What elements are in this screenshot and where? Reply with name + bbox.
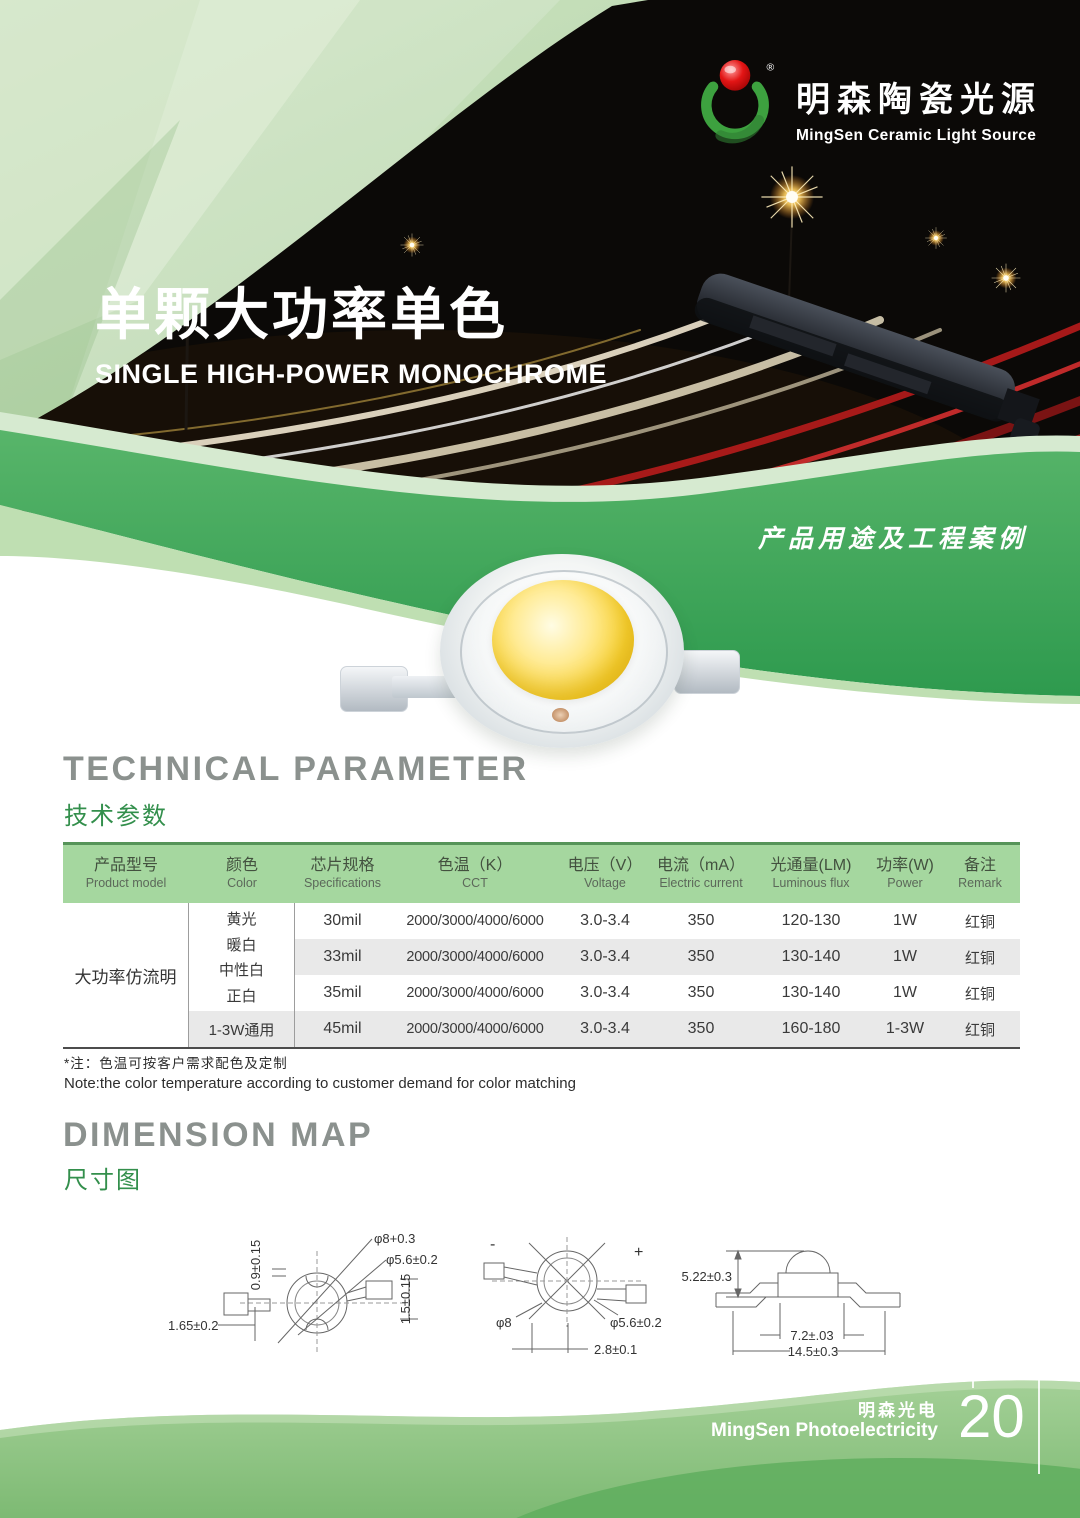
dimension-figure-top-view-2: - + φ8 φ5.6±0.2 2.8±0.1 [483, 1236, 662, 1357]
col-header-voltage: 电压（V） Voltage [567, 857, 643, 891]
footer-company-cn: 明森光电 [858, 1401, 938, 1420]
col-header-remark: 备注 Remark [958, 857, 1002, 891]
color-pure-white: 正白 [226, 988, 257, 1006]
table-cell: 350 [687, 912, 715, 929]
table-cell: 3.0-3.4 [580, 912, 630, 929]
color-neutral-white: 中性白 [218, 962, 264, 980]
table-cell: 33mil [295, 939, 390, 975]
note-cn: *注：色温可按客户需求配色及定制 [64, 1056, 288, 1071]
dimension-map-heading-cn: 尺寸图 [64, 1167, 142, 1194]
svg-text:φ5.6±0.2: φ5.6±0.2 [610, 1315, 662, 1330]
page-title-en: SINGLE HIGH-POWER MONOCHROME [95, 359, 607, 389]
led-phosphor-dome [492, 580, 634, 700]
table-cell: 1W [893, 984, 917, 1001]
table-cell: 2000/3000/4000/6000 [406, 913, 544, 929]
col-header-specifications: 芯片规格 Specifications [303, 857, 382, 891]
table-cell: 3.0-3.4 [560, 1011, 650, 1047]
logo-name-cn: 明森陶瓷光源 [796, 81, 1042, 119]
table-cell: 35mil [323, 984, 362, 1001]
table-cell: 45mil [295, 1011, 390, 1047]
cell-product-model: 大功率仿流明 [63, 903, 189, 1047]
table-cell: 红铜 [940, 1011, 1020, 1047]
col-header-cct: 色温（K） CCT [437, 857, 513, 891]
col-header-color: 颜色 Color [225, 857, 258, 891]
table-header-row: 产品型号 Product model 颜色 Color 芯片规格 Specificat… [63, 842, 1020, 903]
led-product-photo [340, 548, 740, 753]
dimension-figure-top-view-1: φ8+0.3 φ5.6±0.2 0.9±0.15 1.65±0.2 1.5±0.… [168, 1231, 438, 1355]
table-cell: 3.0-3.4 [580, 984, 630, 1001]
technical-parameter-heading-en: TECHNICAL PARAMETER [63, 750, 529, 788]
svg-text:+: + [634, 1244, 643, 1261]
banner-text: 产品用途及工程案例 [758, 525, 1029, 553]
page-number: 20 [958, 1383, 1025, 1450]
page-title: 单颗大功率单色 SINGLE HIGH-POWER MONOCHROME [95, 270, 607, 390]
color-yellow: 黄光 [226, 910, 257, 928]
svg-text:φ8+0.3: φ8+0.3 [374, 1231, 415, 1246]
dimension-figure-side-view: 5.22±0.3 7.2±.03 14.5±0.3 [681, 1249, 901, 1359]
table-cell: 3.0-3.4 [560, 939, 650, 975]
dimension-drawings: φ8+0.3 φ5.6±0.2 0.9±0.15 1.65±0.2 1.5±0.… [168, 1231, 901, 1359]
svg-text:5.22±0.3: 5.22±0.3 [681, 1269, 732, 1284]
note-en: Note:the color temperature according to … [64, 1075, 576, 1092]
svg-text:φ8: φ8 [496, 1315, 512, 1330]
page-title-cn: 单颗大功率单色 [95, 283, 508, 346]
col-header-product-model: 产品型号 Product model [85, 857, 167, 891]
table-cell: 2000/3000/4000/6000 [406, 985, 544, 1001]
svg-text:1.5±0.15: 1.5±0.15 [398, 1274, 413, 1325]
table-cell: 1-3W [870, 1011, 940, 1047]
svg-text:φ5.6±0.2: φ5.6±0.2 [386, 1252, 438, 1267]
svg-text:2.8±0.1: 2.8±0.1 [594, 1342, 637, 1357]
table-cell: 130-140 [752, 939, 870, 975]
table-cell: 2000/3000/4000/6000 [390, 1011, 560, 1047]
led-right-tab [674, 650, 740, 694]
table-cell: 130-140 [781, 984, 841, 1001]
color-warm-white: 暖白 [226, 936, 257, 954]
svg-text:14.5±0.3: 14.5±0.3 [788, 1344, 839, 1359]
table-cell: 350 [650, 939, 752, 975]
table-cell: 1W [893, 912, 917, 929]
svg-text:1.65±0.2: 1.65±0.2 [168, 1318, 219, 1333]
col-header-current: 电流（mA） Electric current [656, 857, 745, 891]
brand-logo: ® 明森陶瓷光源 MingSen Ceramic Light Source [692, 56, 1042, 152]
technical-parameter-heading-cn: 技术参数 [64, 803, 168, 830]
page-number-tick-right [1038, 1378, 1040, 1474]
table-cell: 30mil [323, 912, 362, 929]
table-cell: 120-130 [781, 912, 841, 929]
table-note: *注：色温可按客户需求配色及定制 Note:the color temperat… [64, 1052, 576, 1092]
table-cell: 160-180 [752, 1011, 870, 1047]
svg-text:7.2±.03: 7.2±.03 [790, 1328, 833, 1343]
table-cell: 350 [650, 1011, 752, 1047]
col-header-luminous-flux: 光通量(LM) Luminous flux [770, 857, 852, 891]
svg-text:0.9±0.15: 0.9±0.15 [248, 1240, 263, 1291]
table-cell: 350 [687, 984, 715, 1001]
cell-color-universal: 1-3W通用 [189, 1011, 295, 1047]
table-body: 大功率仿流明 黄光 暖白 中性白 正白 30mil 2000/3000/4000… [63, 903, 1020, 1049]
table-cell: 2000/3000/4000/6000 [390, 939, 560, 975]
footer-company-en: MingSen Photoelectricity [711, 1420, 938, 1441]
dimension-map-heading-en: DIMENSION MAP [63, 1116, 374, 1154]
col-header-power: 功率(W) Power [876, 857, 934, 891]
table-cell: 红铜 [940, 939, 1020, 975]
led-cathode-dot [552, 708, 569, 722]
table-cell: 红铜 [964, 913, 995, 931]
table-cell: 1W [870, 939, 940, 975]
cell-color-group: 黄光 暖白 中性白 正白 [189, 903, 295, 1011]
table-cell: 红铜 [964, 985, 995, 1003]
page-number-tick-left [972, 1362, 974, 1388]
logo-name-en: MingSen Ceramic Light Source [796, 127, 1037, 144]
logo-ring-icon: ® [701, 60, 775, 144]
svg-text:-: - [490, 1236, 495, 1253]
technical-parameter-table: 产品型号 Product model 颜色 Color 芯片规格 Specificat… [63, 842, 1020, 1049]
hero-artwork [0, 0, 1080, 704]
registered-mark: ® [767, 62, 775, 74]
